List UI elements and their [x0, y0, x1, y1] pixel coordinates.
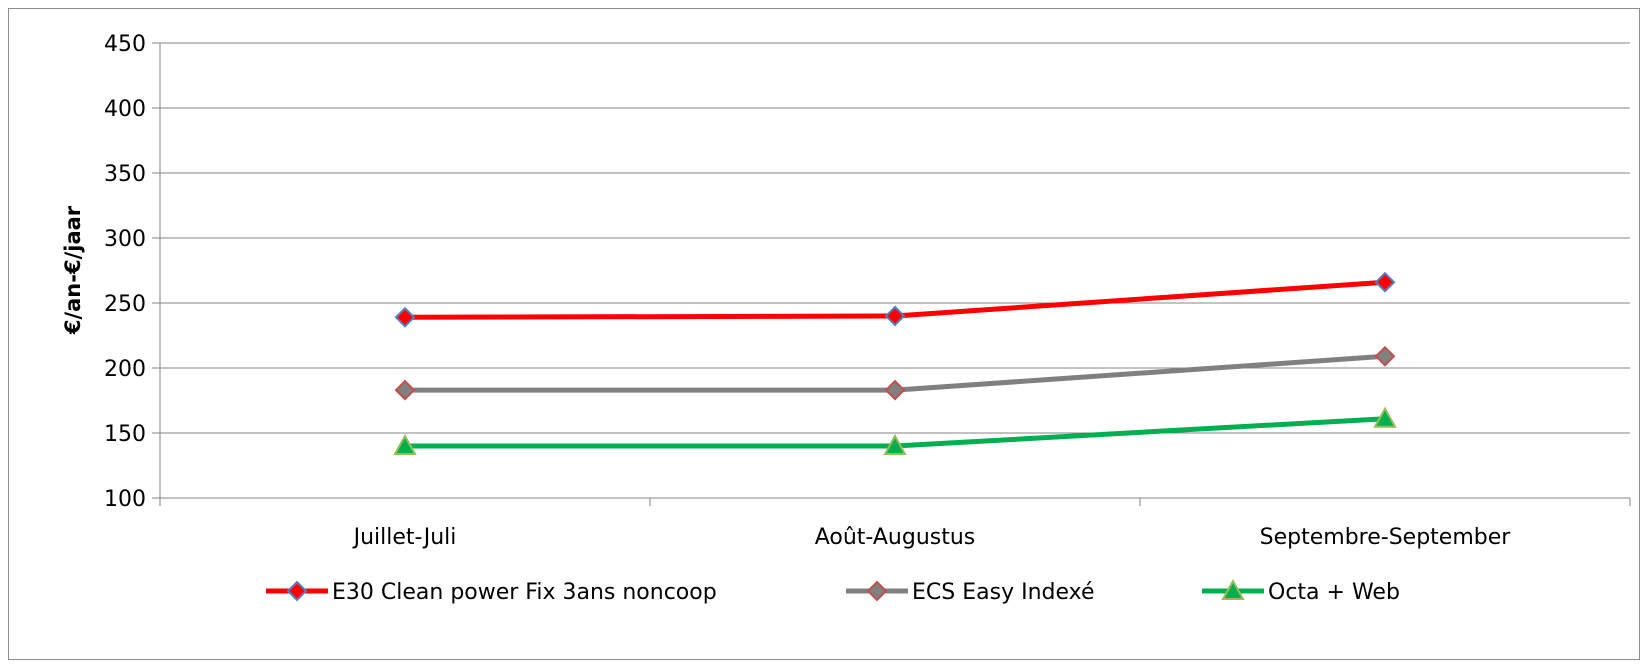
y-tick-label: 300 — [104, 227, 146, 252]
data-point — [1373, 406, 1397, 428]
y-tick-labels: 100 150 200 250 300 350 400 450 — [104, 32, 146, 512]
data-point — [394, 306, 416, 328]
x-tick-label: Août-Augustus — [815, 525, 976, 550]
y-axis-label: €/an-€/jaar — [61, 205, 85, 335]
y-tick-label: 100 — [104, 487, 146, 512]
x-tick-label: Septembre-September — [1260, 525, 1512, 550]
y-tick-label: 450 — [104, 32, 146, 57]
x-tick-labels: Juillet-Juli Août-Augustus Septembre-Septe… — [352, 525, 1512, 550]
axes — [152, 42, 1631, 506]
data-point — [883, 433, 907, 455]
legend-item: E30 Clean power Fix 3ans noncoop — [266, 580, 717, 605]
y-tick-label: 350 — [104, 162, 146, 187]
legend-marker — [866, 580, 888, 602]
data-point — [1374, 345, 1396, 367]
series-2 — [393, 406, 1397, 455]
legend: E30 Clean power Fix 3ans noncoop ECS Easy… — [266, 578, 1400, 605]
y-tick-label: 150 — [104, 422, 146, 447]
legend-item: ECS Easy Indexé — [846, 580, 1095, 605]
legend-label: Octa + Web — [1268, 580, 1400, 605]
data-point — [884, 379, 906, 401]
grid-lines — [160, 42, 1630, 434]
series-1 — [394, 345, 1396, 401]
legend-marker — [286, 580, 308, 602]
chart-frame — [8, 8, 1640, 660]
data-point — [884, 305, 906, 327]
series-group — [393, 271, 1397, 455]
data-point — [1374, 271, 1396, 293]
y-tick-label: 250 — [104, 292, 146, 317]
x-tick-label: Juillet-Juli — [352, 525, 457, 550]
y-tick-label: 400 — [104, 97, 146, 122]
legend-item: Octa + Web — [1202, 578, 1400, 605]
legend-label: ECS Easy Indexé — [912, 580, 1095, 605]
data-point — [394, 379, 416, 401]
y-tick-label: 200 — [104, 357, 146, 382]
legend-label: E30 Clean power Fix 3ans noncoop — [332, 580, 717, 605]
series-0 — [394, 271, 1396, 328]
legend-marker — [1221, 578, 1245, 600]
data-point — [393, 433, 417, 455]
